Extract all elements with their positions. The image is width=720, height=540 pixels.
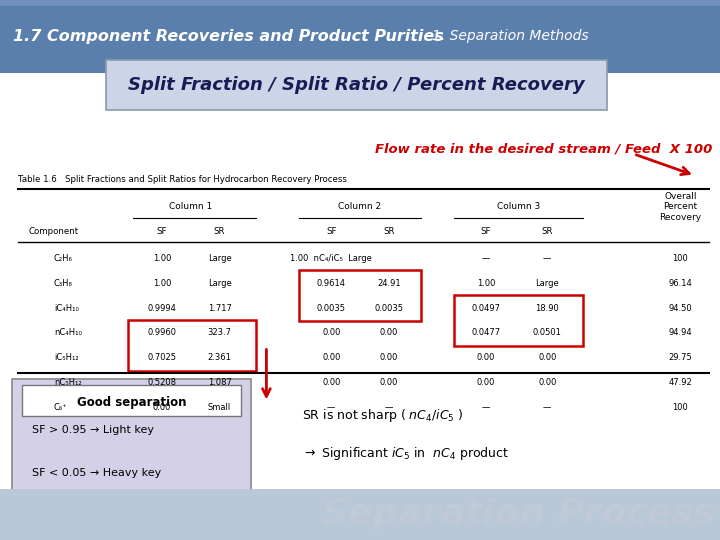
Text: 94.94: 94.94 — [669, 328, 692, 338]
Text: C₂H₆: C₂H₆ — [54, 254, 73, 263]
Text: SF: SF — [157, 227, 167, 236]
Text: SR: SR — [214, 227, 225, 236]
Text: 0.0477: 0.0477 — [472, 328, 500, 338]
Bar — [0, 0, 720, 73]
FancyBboxPatch shape — [106, 60, 607, 110]
Text: Flow rate in the desired stream / Feed  X 100: Flow rate in the desired stream / Feed X… — [375, 142, 713, 155]
Text: 0.0501: 0.0501 — [533, 328, 562, 338]
Text: C₃H₈: C₃H₈ — [54, 279, 73, 288]
Text: 0.00: 0.00 — [379, 328, 398, 338]
Text: Column 3: Column 3 — [497, 202, 540, 211]
Text: 0.7025: 0.7025 — [148, 353, 176, 362]
Text: Large: Large — [536, 279, 559, 288]
Text: 96.14: 96.14 — [669, 279, 692, 288]
Text: 0.00: 0.00 — [538, 378, 557, 387]
Text: Small: Small — [208, 403, 231, 412]
Bar — [0, 0, 720, 6]
Text: Good separation: Good separation — [76, 396, 186, 409]
Text: Overall
Percent
Recovery: Overall Percent Recovery — [660, 192, 701, 222]
Text: 0.0035: 0.0035 — [374, 303, 403, 313]
Text: 0.0035: 0.0035 — [317, 303, 346, 313]
Text: Split Fraction / Split Ratio / Percent Recovery: Split Fraction / Split Ratio / Percent R… — [128, 76, 585, 94]
Text: —: — — [384, 403, 393, 412]
Bar — [454, 295, 583, 346]
Text: Column 2: Column 2 — [338, 202, 382, 211]
Text: 1.087: 1.087 — [207, 378, 232, 387]
Text: 94.50: 94.50 — [669, 303, 692, 313]
Text: Table 1.6   Split Fractions and Split Ratios for Hydrocarbon Recovery Process: Table 1.6 Split Fractions and Split Rati… — [18, 176, 347, 184]
Text: 323.7: 323.7 — [207, 328, 232, 338]
Text: 0.00: 0.00 — [379, 378, 398, 387]
Text: 100: 100 — [672, 254, 688, 263]
Text: 0.00: 0.00 — [477, 353, 495, 362]
Text: SR: SR — [383, 227, 395, 236]
Text: 0.00: 0.00 — [538, 353, 557, 362]
Text: iC₅H₁₂: iC₅H₁₂ — [54, 353, 78, 362]
Text: 0.00: 0.00 — [322, 328, 341, 338]
Text: 0.00: 0.00 — [153, 403, 171, 412]
Text: 0.0497: 0.0497 — [472, 303, 500, 313]
Text: 1.00: 1.00 — [153, 279, 171, 288]
Text: 0.00: 0.00 — [379, 353, 398, 362]
Text: SR is not sharp ( $nC_4/iC_5$ ): SR is not sharp ( $nC_4/iC_5$ ) — [302, 407, 464, 424]
Text: —: — — [482, 254, 490, 263]
Text: —: — — [543, 254, 552, 263]
Text: Large: Large — [208, 279, 231, 288]
Text: 47.92: 47.92 — [669, 378, 692, 387]
Text: 1.00: 1.00 — [153, 254, 171, 263]
Text: 0.00: 0.00 — [477, 378, 495, 387]
Text: Component: Component — [29, 227, 79, 236]
Text: 100: 100 — [672, 403, 688, 412]
Bar — [0, 489, 720, 540]
Text: SF: SF — [481, 227, 491, 236]
Text: —: — — [482, 403, 490, 412]
Text: 18.90: 18.90 — [536, 303, 559, 313]
Text: 0.9994: 0.9994 — [148, 303, 176, 313]
Text: 0.9614: 0.9614 — [317, 279, 346, 288]
Text: Separation Process: Separation Process — [322, 497, 715, 531]
Text: nC₅H₁₂: nC₅H₁₂ — [54, 378, 81, 387]
Text: 1.7 Component Recoveries and Product Purities: 1.7 Component Recoveries and Product Pur… — [13, 29, 444, 44]
Text: SF: SF — [326, 227, 336, 236]
Text: SR: SR — [541, 227, 553, 236]
Text: 1.717: 1.717 — [207, 303, 232, 313]
Text: 1.00  nC₄/iC₅  Large: 1.00 nC₄/iC₅ Large — [290, 254, 372, 263]
Text: 0.9960: 0.9960 — [148, 328, 176, 338]
Text: C₆⁺: C₆⁺ — [54, 403, 68, 412]
Text: $\rightarrow$ Significant $iC_5$ in  $nC_4$ product: $\rightarrow$ Significant $iC_5$ in $nC_… — [302, 445, 510, 462]
Text: 24.91: 24.91 — [377, 279, 400, 288]
Text: nC₄H₁₀: nC₄H₁₀ — [54, 328, 82, 338]
Text: Large: Large — [208, 254, 231, 263]
Text: 1. Separation Methods: 1. Separation Methods — [432, 30, 589, 43]
Text: 0.00: 0.00 — [322, 353, 341, 362]
Text: 0.00: 0.00 — [322, 378, 341, 387]
Text: 1.00: 1.00 — [477, 279, 495, 288]
Bar — [299, 271, 421, 321]
Text: 29.75: 29.75 — [669, 353, 692, 362]
Text: 0.5208: 0.5208 — [148, 378, 176, 387]
FancyBboxPatch shape — [12, 379, 251, 493]
Bar — [128, 320, 256, 370]
Text: SF > 0.95 → Light key: SF > 0.95 → Light key — [32, 425, 154, 435]
Text: SF < 0.05 → Heavy key: SF < 0.05 → Heavy key — [32, 468, 162, 477]
Text: —: — — [543, 403, 552, 412]
Text: iC₄H₁₀: iC₄H₁₀ — [54, 303, 79, 313]
Text: Column 1: Column 1 — [169, 202, 212, 211]
Text: 2.361: 2.361 — [207, 353, 232, 362]
Text: —: — — [327, 403, 336, 412]
FancyBboxPatch shape — [22, 385, 241, 416]
